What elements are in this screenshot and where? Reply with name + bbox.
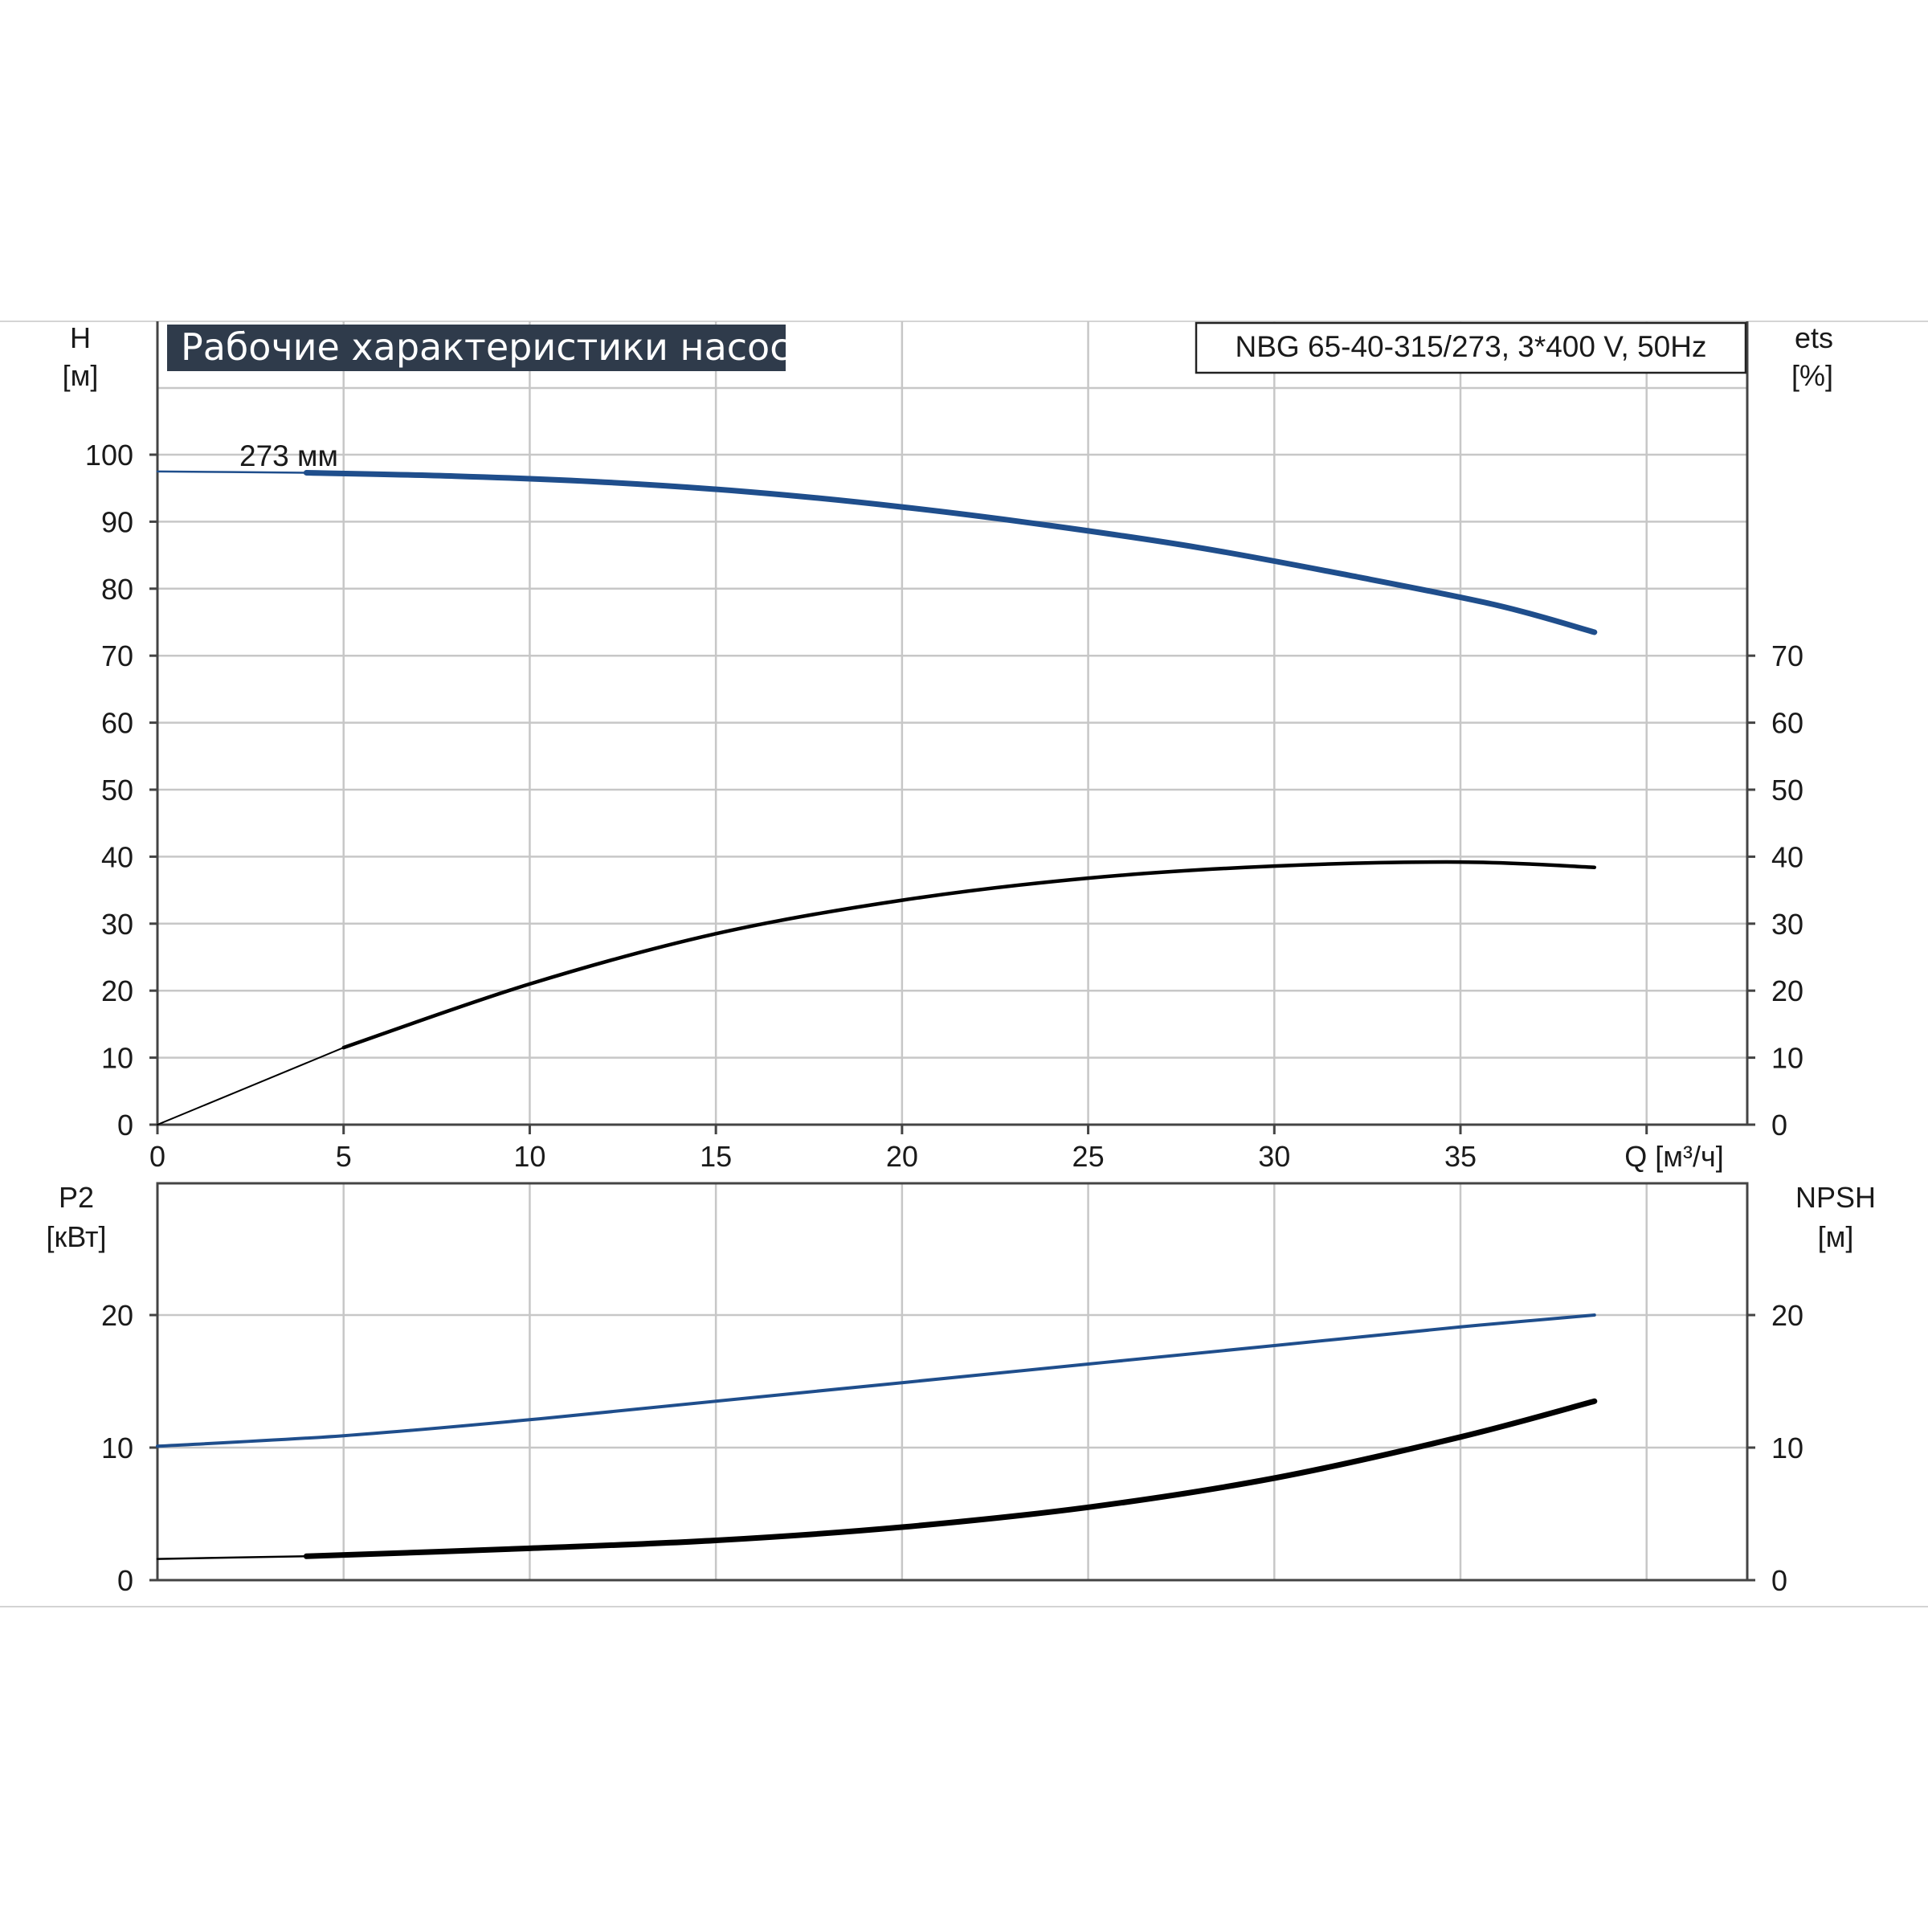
y2-tick-label: 70 [1771, 639, 1803, 672]
y-tick-label: 50 [101, 774, 133, 807]
efficiency-curve [341, 860, 1597, 1050]
y-tick-label: 90 [101, 505, 133, 538]
y2-tick-label: 40 [1771, 840, 1803, 873]
chart-title: Рабочие характеристики насоса [181, 325, 813, 369]
head-curve [303, 470, 1598, 635]
curves [156, 470, 1598, 1560]
title-background [167, 325, 786, 371]
title-box: Рабочие характеристики насоса [167, 325, 813, 371]
npsh-curve [303, 1398, 1598, 1559]
y2-tick-label: 20 [1771, 1299, 1803, 1332]
y2-tick-label: 10 [1771, 1042, 1803, 1075]
y2-tick-label: 10 [1771, 1432, 1803, 1464]
y2-axis-unit-npsh: [м] [1818, 1220, 1854, 1253]
efficiency-curve-lead [157, 1047, 345, 1125]
y-axis-unit-p2: [кВт] [46, 1220, 106, 1253]
y2-tick-label: 0 [1771, 1109, 1787, 1142]
y-tick-label: 10 [101, 1432, 133, 1464]
x-tick-label: 0 [149, 1140, 165, 1173]
bottom-ticks: 0 10 20 0 10 20 [101, 1299, 1803, 1597]
bottom-axes [156, 1182, 1749, 1582]
y-tick-label: 70 [101, 639, 133, 672]
subtitle-box: NBG 65-40-315/273, 3*400 V, 50Hz [1195, 321, 1747, 374]
x-tick-label: 30 [1258, 1140, 1290, 1173]
y-tick-label: 100 [85, 439, 133, 472]
y-axis-label-h: H [70, 321, 91, 354]
chart-subtitle: NBG 65-40-315/273, 3*400 V, 50Hz [1236, 330, 1707, 363]
y-tick-label: 20 [101, 974, 133, 1007]
y-axis-label-p2: P2 [59, 1181, 94, 1214]
x-tick-label: 15 [700, 1140, 732, 1173]
head-curve-lead [156, 470, 308, 474]
y-tick-label: 60 [101, 707, 133, 740]
y2-tick-label: 50 [1771, 774, 1803, 807]
top-grid [157, 321, 1747, 1125]
x-tick-label: 20 [886, 1140, 918, 1173]
y-tick-label: 0 [117, 1564, 133, 1597]
subtitle-frame [1195, 321, 1747, 374]
y-tick-label: 40 [101, 840, 133, 873]
y-tick-label: 20 [101, 1299, 133, 1332]
y2-axis-unit-eta: [%] [1791, 359, 1833, 392]
top-ticks: 0 10 20 30 40 50 60 70 80 90 100 0 10 20 30 40 50 60 70 0 5 1… [85, 439, 1803, 1173]
y-tick-label: 10 [101, 1042, 133, 1075]
y-axis-unit-h: [м] [63, 359, 99, 392]
curve-annotation-273mm: 273 мм [239, 439, 338, 472]
y2-tick-label: 30 [1771, 908, 1803, 941]
power-curve [156, 1313, 1596, 1448]
y-tick-label: 0 [117, 1109, 133, 1142]
x-tick-label: 10 [513, 1140, 545, 1173]
x-axis-label: Q [м³/ч] [1624, 1140, 1724, 1173]
y-tick-label: 30 [101, 908, 133, 941]
x-tick-label: 35 [1444, 1140, 1477, 1173]
npsh-curve-lead [156, 1555, 308, 1560]
y2-tick-label: 60 [1771, 707, 1803, 740]
y2-tick-label: 20 [1771, 974, 1803, 1007]
y-tick-label: 80 [101, 573, 133, 606]
y2-tick-label: 0 [1771, 1564, 1787, 1597]
y2-axis-label-npsh: NPSH [1795, 1181, 1876, 1214]
y2-axis-label-eta: ets [1795, 321, 1833, 354]
x-tick-label: 5 [336, 1140, 352, 1173]
x-tick-label: 25 [1072, 1140, 1105, 1173]
